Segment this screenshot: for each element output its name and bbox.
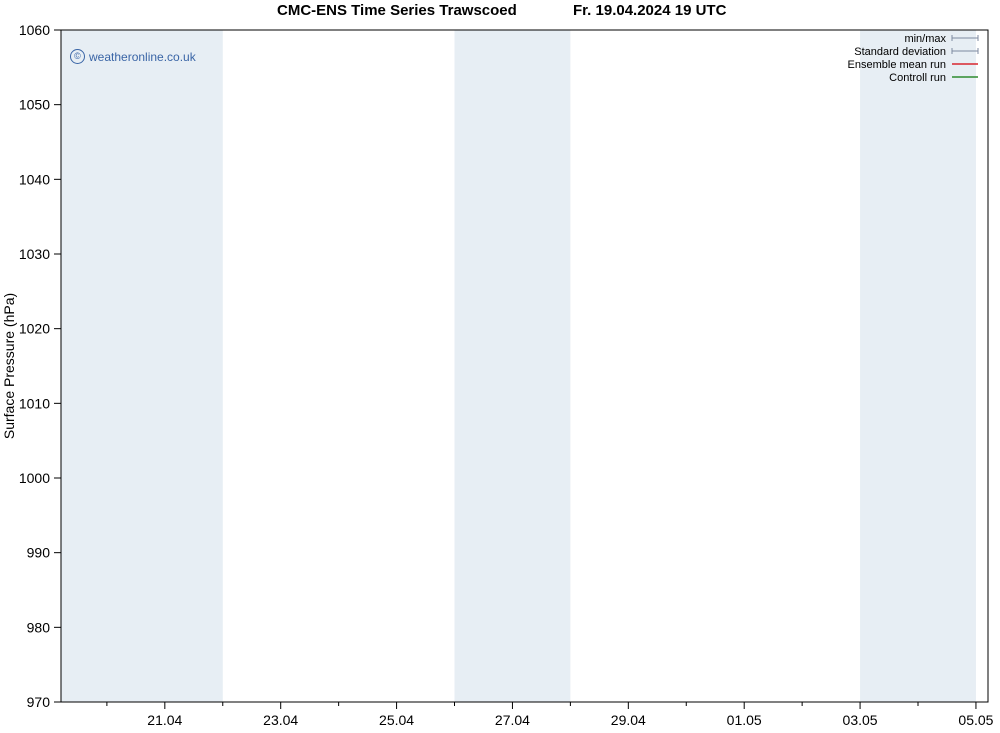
y-tick-label: 1010	[19, 395, 50, 411]
legend-label: Ensemble mean run	[848, 59, 946, 71]
y-tick-label: 990	[27, 545, 51, 561]
x-tick-label: 27.04	[495, 712, 530, 728]
chart-container: 970 980 990 1000 1010 1020 1030 1040 1050 1060 21.…	[0, 0, 1000, 733]
weekend-band	[455, 30, 571, 702]
y-tick-label: 1050	[19, 97, 50, 113]
chart-svg: 970 980 990 1000 1010 1020 1030 1040 1050 1060 21.…	[0, 0, 1000, 733]
x-tick-label: 03.05	[843, 712, 878, 728]
legend-label: Controll run	[889, 72, 946, 84]
watermark-text: weatheronline.co.uk	[89, 50, 196, 64]
chart-title-left: CMC-ENS Time Series Trawscoed	[277, 2, 517, 19]
x-tick-label: 25.04	[379, 712, 414, 728]
weekend-band	[61, 30, 223, 702]
x-tick-label: 23.04	[263, 712, 298, 728]
x-tick-label: 01.05	[727, 712, 762, 728]
legend-label: min/max	[904, 33, 946, 45]
y-axis-title: Surface Pressure (hPa)	[1, 293, 17, 439]
y-tick-label: 970	[27, 694, 51, 710]
copyright-icon: ©	[70, 49, 85, 64]
weekend-band	[860, 30, 976, 702]
y-tick-label: 1020	[19, 321, 50, 337]
x-tick-label: 29.04	[611, 712, 646, 728]
legend-label: Standard deviation	[854, 46, 946, 58]
y-tick-label: 1060	[19, 22, 50, 38]
x-tick-label: 05.05	[958, 712, 993, 728]
y-tick-label: 980	[27, 619, 51, 635]
watermark: © weatheronline.co.uk	[70, 49, 196, 64]
y-tick-label: 1040	[19, 171, 50, 187]
y-tick-label: 1000	[19, 470, 50, 486]
x-tick-label: 21.04	[147, 712, 182, 728]
y-tick-label: 1030	[19, 246, 50, 262]
chart-title-right: Fr. 19.04.2024 19 UTC	[573, 2, 727, 19]
